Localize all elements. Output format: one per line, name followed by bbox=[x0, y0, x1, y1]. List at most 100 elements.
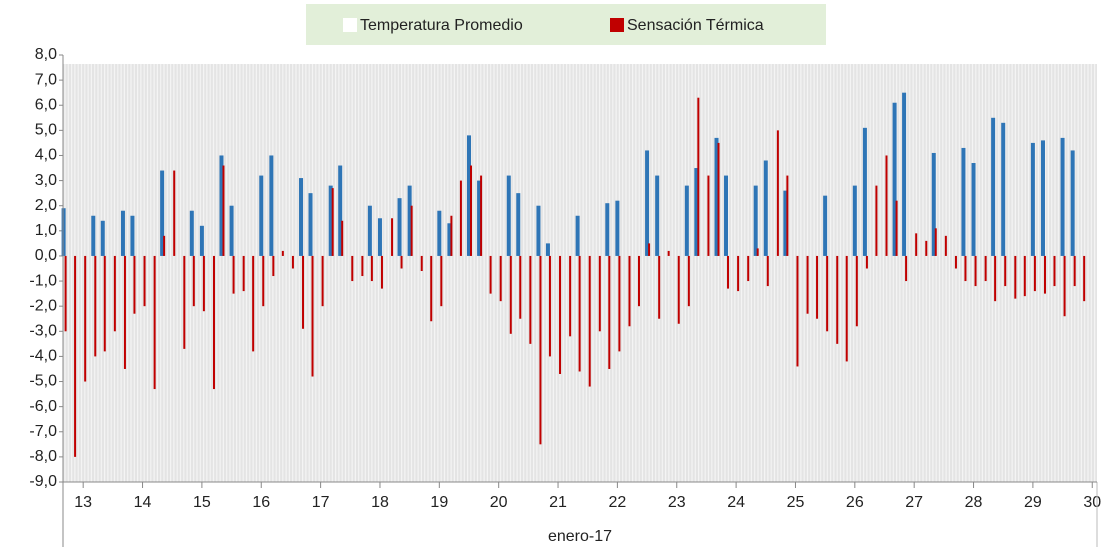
bar bbox=[931, 152, 936, 256]
bar bbox=[667, 250, 670, 256]
bar bbox=[361, 255, 364, 277]
x-tick-label: 23 bbox=[668, 494, 686, 511]
legend-box bbox=[306, 4, 826, 45]
bar bbox=[707, 175, 710, 256]
bar bbox=[91, 215, 96, 256]
bar bbox=[1070, 150, 1075, 256]
y-tick-label: 1,0 bbox=[35, 222, 57, 239]
bar bbox=[539, 255, 542, 445]
bar bbox=[1023, 255, 1026, 297]
y-tick-label: 4,0 bbox=[35, 147, 57, 164]
bar bbox=[299, 178, 304, 256]
x-tick-label: 20 bbox=[490, 494, 508, 511]
bar bbox=[202, 255, 205, 312]
bar bbox=[902, 92, 907, 256]
bar bbox=[865, 255, 868, 269]
bar bbox=[259, 175, 264, 256]
y-tick-label: 6,0 bbox=[35, 96, 57, 113]
bar bbox=[308, 193, 313, 256]
bar bbox=[331, 188, 334, 256]
bar bbox=[192, 255, 195, 307]
x-tick-label: 25 bbox=[787, 494, 805, 511]
bar bbox=[160, 170, 165, 256]
legend-swatch bbox=[343, 18, 357, 32]
bar bbox=[852, 185, 857, 256]
bar bbox=[1063, 255, 1066, 317]
y-tick-label: -5,0 bbox=[29, 373, 57, 390]
bar bbox=[103, 255, 106, 352]
bar bbox=[377, 218, 382, 256]
bar bbox=[1001, 122, 1006, 256]
bar bbox=[470, 165, 473, 256]
bar bbox=[153, 255, 156, 390]
bar bbox=[588, 255, 591, 387]
y-tick-label: 8,0 bbox=[35, 46, 57, 63]
bar bbox=[855, 255, 858, 327]
bar bbox=[615, 200, 620, 256]
bar bbox=[806, 255, 809, 314]
y-tick-label: -8,0 bbox=[29, 448, 57, 465]
x-tick-label: 29 bbox=[1024, 494, 1042, 511]
bar bbox=[578, 255, 581, 372]
bar bbox=[763, 160, 768, 256]
bar bbox=[605, 203, 610, 256]
x-tick-label: 24 bbox=[727, 494, 745, 511]
bar bbox=[984, 255, 987, 282]
bar bbox=[1040, 140, 1045, 256]
bar bbox=[199, 225, 204, 256]
bar bbox=[598, 255, 601, 332]
bar bbox=[717, 142, 720, 256]
bar bbox=[338, 165, 343, 256]
y-tick-label: -3,0 bbox=[29, 323, 57, 340]
bar bbox=[302, 255, 305, 329]
bar bbox=[915, 233, 918, 256]
x-tick-label: 18 bbox=[371, 494, 389, 511]
bar bbox=[776, 130, 779, 256]
bar bbox=[655, 175, 660, 256]
bar bbox=[397, 198, 402, 256]
bar bbox=[467, 135, 472, 256]
bar bbox=[219, 155, 224, 256]
bar bbox=[516, 193, 521, 256]
bar bbox=[489, 255, 492, 294]
bar bbox=[892, 102, 897, 256]
bar bbox=[687, 255, 690, 307]
bar bbox=[1060, 137, 1065, 256]
y-tick-label: 3,0 bbox=[35, 172, 57, 189]
bar bbox=[459, 180, 462, 256]
bar bbox=[608, 255, 611, 369]
bar bbox=[262, 255, 265, 307]
bar bbox=[875, 185, 878, 256]
bar bbox=[895, 200, 898, 256]
bar bbox=[862, 127, 867, 256]
y-tick-label: -1,0 bbox=[29, 272, 57, 289]
bar bbox=[944, 235, 947, 256]
bar bbox=[964, 255, 967, 282]
bar bbox=[509, 255, 512, 334]
bar bbox=[222, 165, 225, 256]
bar bbox=[618, 255, 621, 352]
bar bbox=[548, 255, 551, 357]
bar bbox=[100, 220, 105, 256]
bar bbox=[905, 255, 908, 282]
bar bbox=[569, 255, 572, 337]
x-tick-label: 27 bbox=[905, 494, 923, 511]
bar bbox=[934, 228, 937, 256]
bar bbox=[628, 255, 631, 327]
bar bbox=[64, 255, 67, 332]
bar bbox=[954, 255, 957, 269]
bar bbox=[242, 255, 245, 292]
x-tick-label: 26 bbox=[846, 494, 864, 511]
bar bbox=[430, 255, 433, 322]
bar bbox=[961, 147, 966, 256]
bar bbox=[163, 235, 166, 256]
bar bbox=[766, 255, 769, 287]
x-axis-label: enero-17 bbox=[548, 528, 612, 545]
bar bbox=[123, 255, 126, 369]
y-tick-label: 2,0 bbox=[35, 197, 57, 214]
bar bbox=[1033, 255, 1036, 292]
y-tick-label: 5,0 bbox=[35, 122, 57, 139]
bar bbox=[648, 243, 651, 256]
y-tick-label: 7,0 bbox=[35, 71, 57, 88]
bar bbox=[391, 218, 394, 256]
